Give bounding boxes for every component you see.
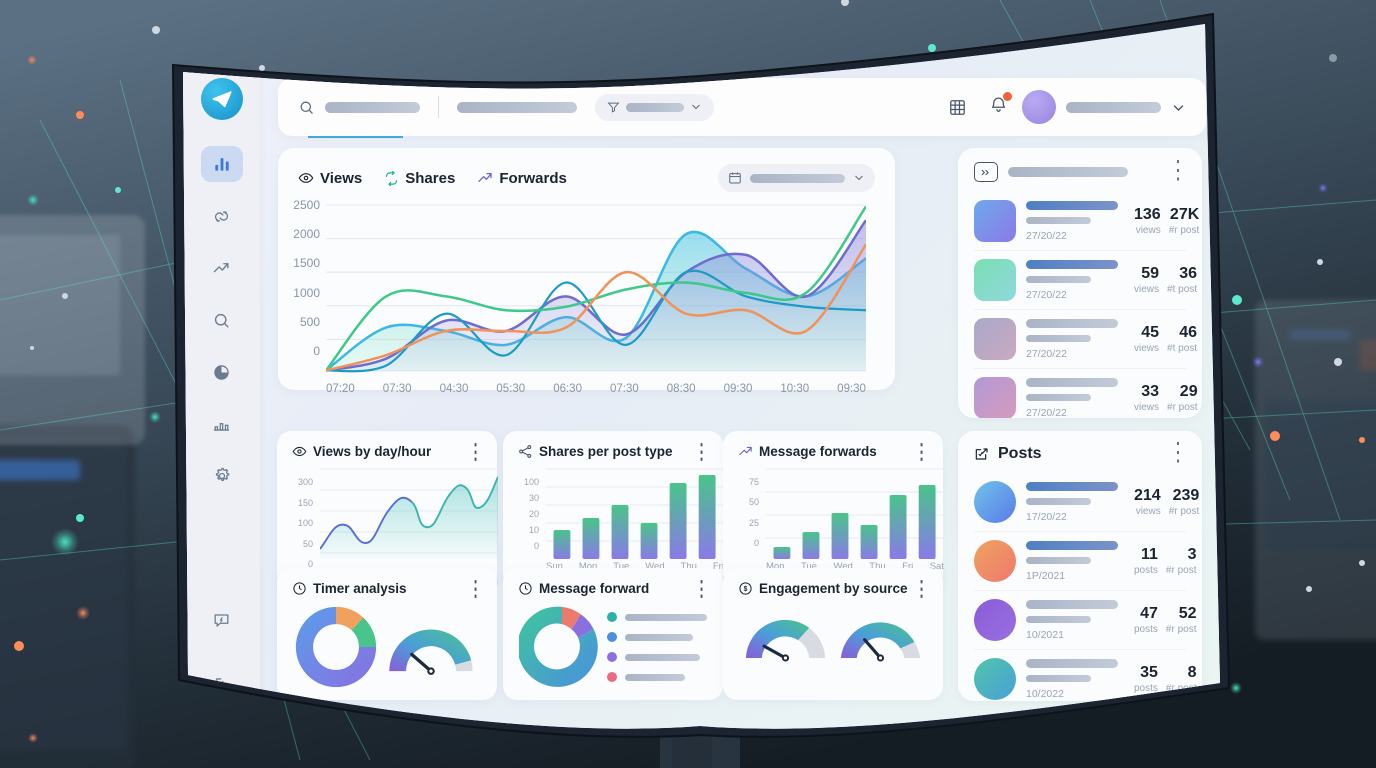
svg-text:$: $ (744, 586, 748, 593)
